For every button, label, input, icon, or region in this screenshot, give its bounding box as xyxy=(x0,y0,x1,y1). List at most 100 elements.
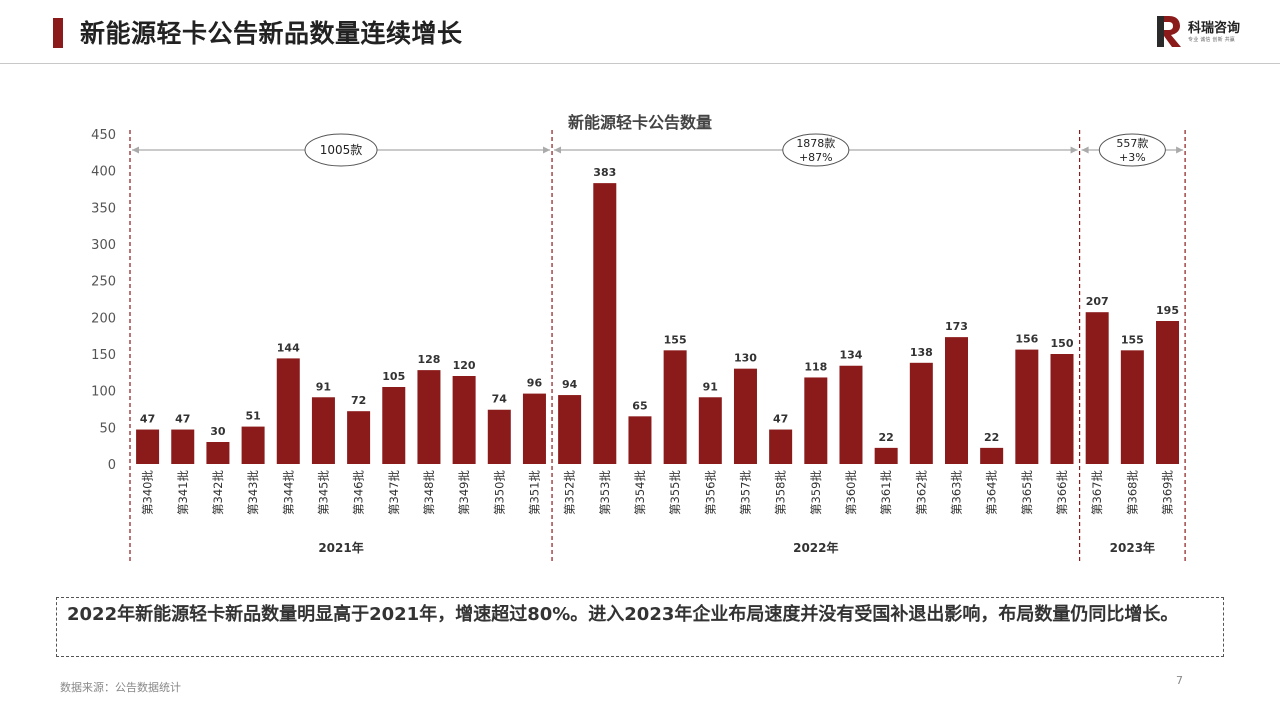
bar-value-label: 155 xyxy=(664,333,687,346)
bar-value-label: 72 xyxy=(351,394,366,407)
bar xyxy=(522,393,546,464)
bar-value-label: 96 xyxy=(527,377,543,390)
bar-value-label: 155 xyxy=(1121,333,1144,346)
data-source: 数据来源：公告数据统计 xyxy=(60,681,181,694)
category-label: 第340批 xyxy=(141,470,155,515)
bar xyxy=(171,429,195,464)
bar xyxy=(698,397,722,464)
period-total-label: 1878款 xyxy=(796,136,835,150)
bar-value-label: 47 xyxy=(773,413,788,426)
header: 新能源轻卡公告新品数量连续增长 科瑞咨询 专业 诚信 创新 共赢 xyxy=(0,0,1280,64)
bar xyxy=(1120,350,1144,464)
arrow-right-icon xyxy=(1176,146,1184,154)
category-label: 第359批 xyxy=(809,470,823,515)
arrow-left-icon xyxy=(132,146,139,154)
bar xyxy=(839,365,863,464)
bar xyxy=(909,362,933,464)
category-label: 第342批 xyxy=(211,470,225,515)
y-tick-label: 100 xyxy=(91,385,116,400)
period-total-ellipse xyxy=(304,133,378,167)
bar-value-label: 91 xyxy=(316,380,331,393)
bar xyxy=(382,387,406,464)
bar-value-label: 47 xyxy=(140,413,155,426)
bar-value-label: 94 xyxy=(562,378,578,391)
category-label: 第343批 xyxy=(246,470,260,515)
year-label: 2022年 xyxy=(793,540,838,555)
bar xyxy=(944,337,968,464)
category-label: 第349批 xyxy=(457,470,471,515)
period-groups: 1005款 2021年 1878款+87% 2022年 557款+3% 2023年 xyxy=(129,130,1186,562)
category-label: 第347批 xyxy=(387,470,401,515)
bar-value-label: 118 xyxy=(804,360,827,373)
arrow-left-icon xyxy=(1081,146,1089,154)
bar xyxy=(663,350,687,464)
category-label: 第366批 xyxy=(1055,470,1069,515)
y-tick-label: 350 xyxy=(91,201,116,216)
category-label: 第350批 xyxy=(492,470,506,515)
bar-value-label: 173 xyxy=(945,320,968,333)
bar-value-label: 156 xyxy=(1015,333,1038,346)
logo-text: 科瑞咨询 xyxy=(1188,21,1241,36)
bar-value-label: 91 xyxy=(703,380,718,393)
y-axis: 0 50 100 150 200 250 300 350 400 450 xyxy=(91,128,116,473)
arrow-right-icon xyxy=(1070,146,1078,154)
category-label: 第369批 xyxy=(1161,470,1175,515)
category-label: 第360批 xyxy=(844,470,858,515)
bar xyxy=(452,376,476,464)
category-label: 第356批 xyxy=(703,470,717,515)
y-tick-label: 450 xyxy=(91,128,116,143)
bar-value-label: 22 xyxy=(984,431,999,444)
category-label: 第368批 xyxy=(1125,470,1139,515)
category-label: 第353批 xyxy=(598,470,612,515)
bar-value-label: 195 xyxy=(1156,304,1179,317)
logo-subtext: 专业 诚信 创新 共赢 xyxy=(1188,37,1235,43)
category-label: 第348批 xyxy=(422,470,436,515)
period-total-ellipse xyxy=(782,133,850,167)
bar xyxy=(487,409,511,464)
y-tick-label: 0 xyxy=(108,458,116,473)
category-label: 第352批 xyxy=(563,470,577,515)
y-tick-label: 300 xyxy=(91,238,116,253)
bar-value-label: 128 xyxy=(417,353,440,366)
page-title: 新能源轻卡公告新品数量连续增长 xyxy=(80,19,463,48)
bar-value-label: 51 xyxy=(245,410,260,423)
period-total-label: +3% xyxy=(1119,151,1146,164)
bar-value-label: 47 xyxy=(175,413,190,426)
bar-value-label: 383 xyxy=(593,166,616,179)
arrow-right-icon xyxy=(543,146,551,154)
category-label: 第346批 xyxy=(352,470,366,515)
period-total-label: +87% xyxy=(799,151,833,164)
year-label: 2023年 xyxy=(1110,540,1155,555)
chart-title: 新能源轻卡公告数量 xyxy=(568,113,712,132)
category-label: 第357批 xyxy=(738,470,752,515)
bar xyxy=(347,411,371,464)
category-label: 第367批 xyxy=(1090,470,1104,515)
header-divider xyxy=(0,63,1280,64)
bar-chart: 新能源轻卡公告数量 0 50 100 150 200 250 300 350 400 450 47… xyxy=(91,113,1186,562)
year-label: 2021年 xyxy=(318,540,363,555)
bar-value-label: 134 xyxy=(840,349,863,362)
bar xyxy=(628,416,652,464)
logo: 科瑞咨询 专业 诚信 创新 共赢 xyxy=(1154,14,1266,50)
category-label: 第344批 xyxy=(281,470,295,515)
title-accent-bar xyxy=(53,18,63,48)
y-tick-label: 250 xyxy=(91,275,116,290)
bar-value-label: 150 xyxy=(1051,337,1074,350)
bar-value-label: 65 xyxy=(632,399,647,412)
category-label: 第364批 xyxy=(985,470,999,515)
period-total-label: 1005款 xyxy=(320,143,363,157)
bar-value-label: 105 xyxy=(382,370,405,383)
category-label: 第351批 xyxy=(527,470,541,515)
bars: 47 第340批 47 第341批 30 第342批 51 第343批 144 第344批 91 第3… xyxy=(136,166,1180,515)
bar xyxy=(804,377,828,464)
y-tick-label: 150 xyxy=(91,348,116,363)
category-label: 第362批 xyxy=(914,470,928,515)
bar xyxy=(417,370,441,464)
arrow-left-icon xyxy=(554,146,562,154)
y-tick-label: 400 xyxy=(91,165,116,180)
bar xyxy=(276,358,300,464)
bar xyxy=(241,426,265,464)
period-total-label: 557款 xyxy=(1116,136,1148,150)
bar-value-label: 144 xyxy=(277,341,300,354)
bar xyxy=(1015,349,1039,464)
